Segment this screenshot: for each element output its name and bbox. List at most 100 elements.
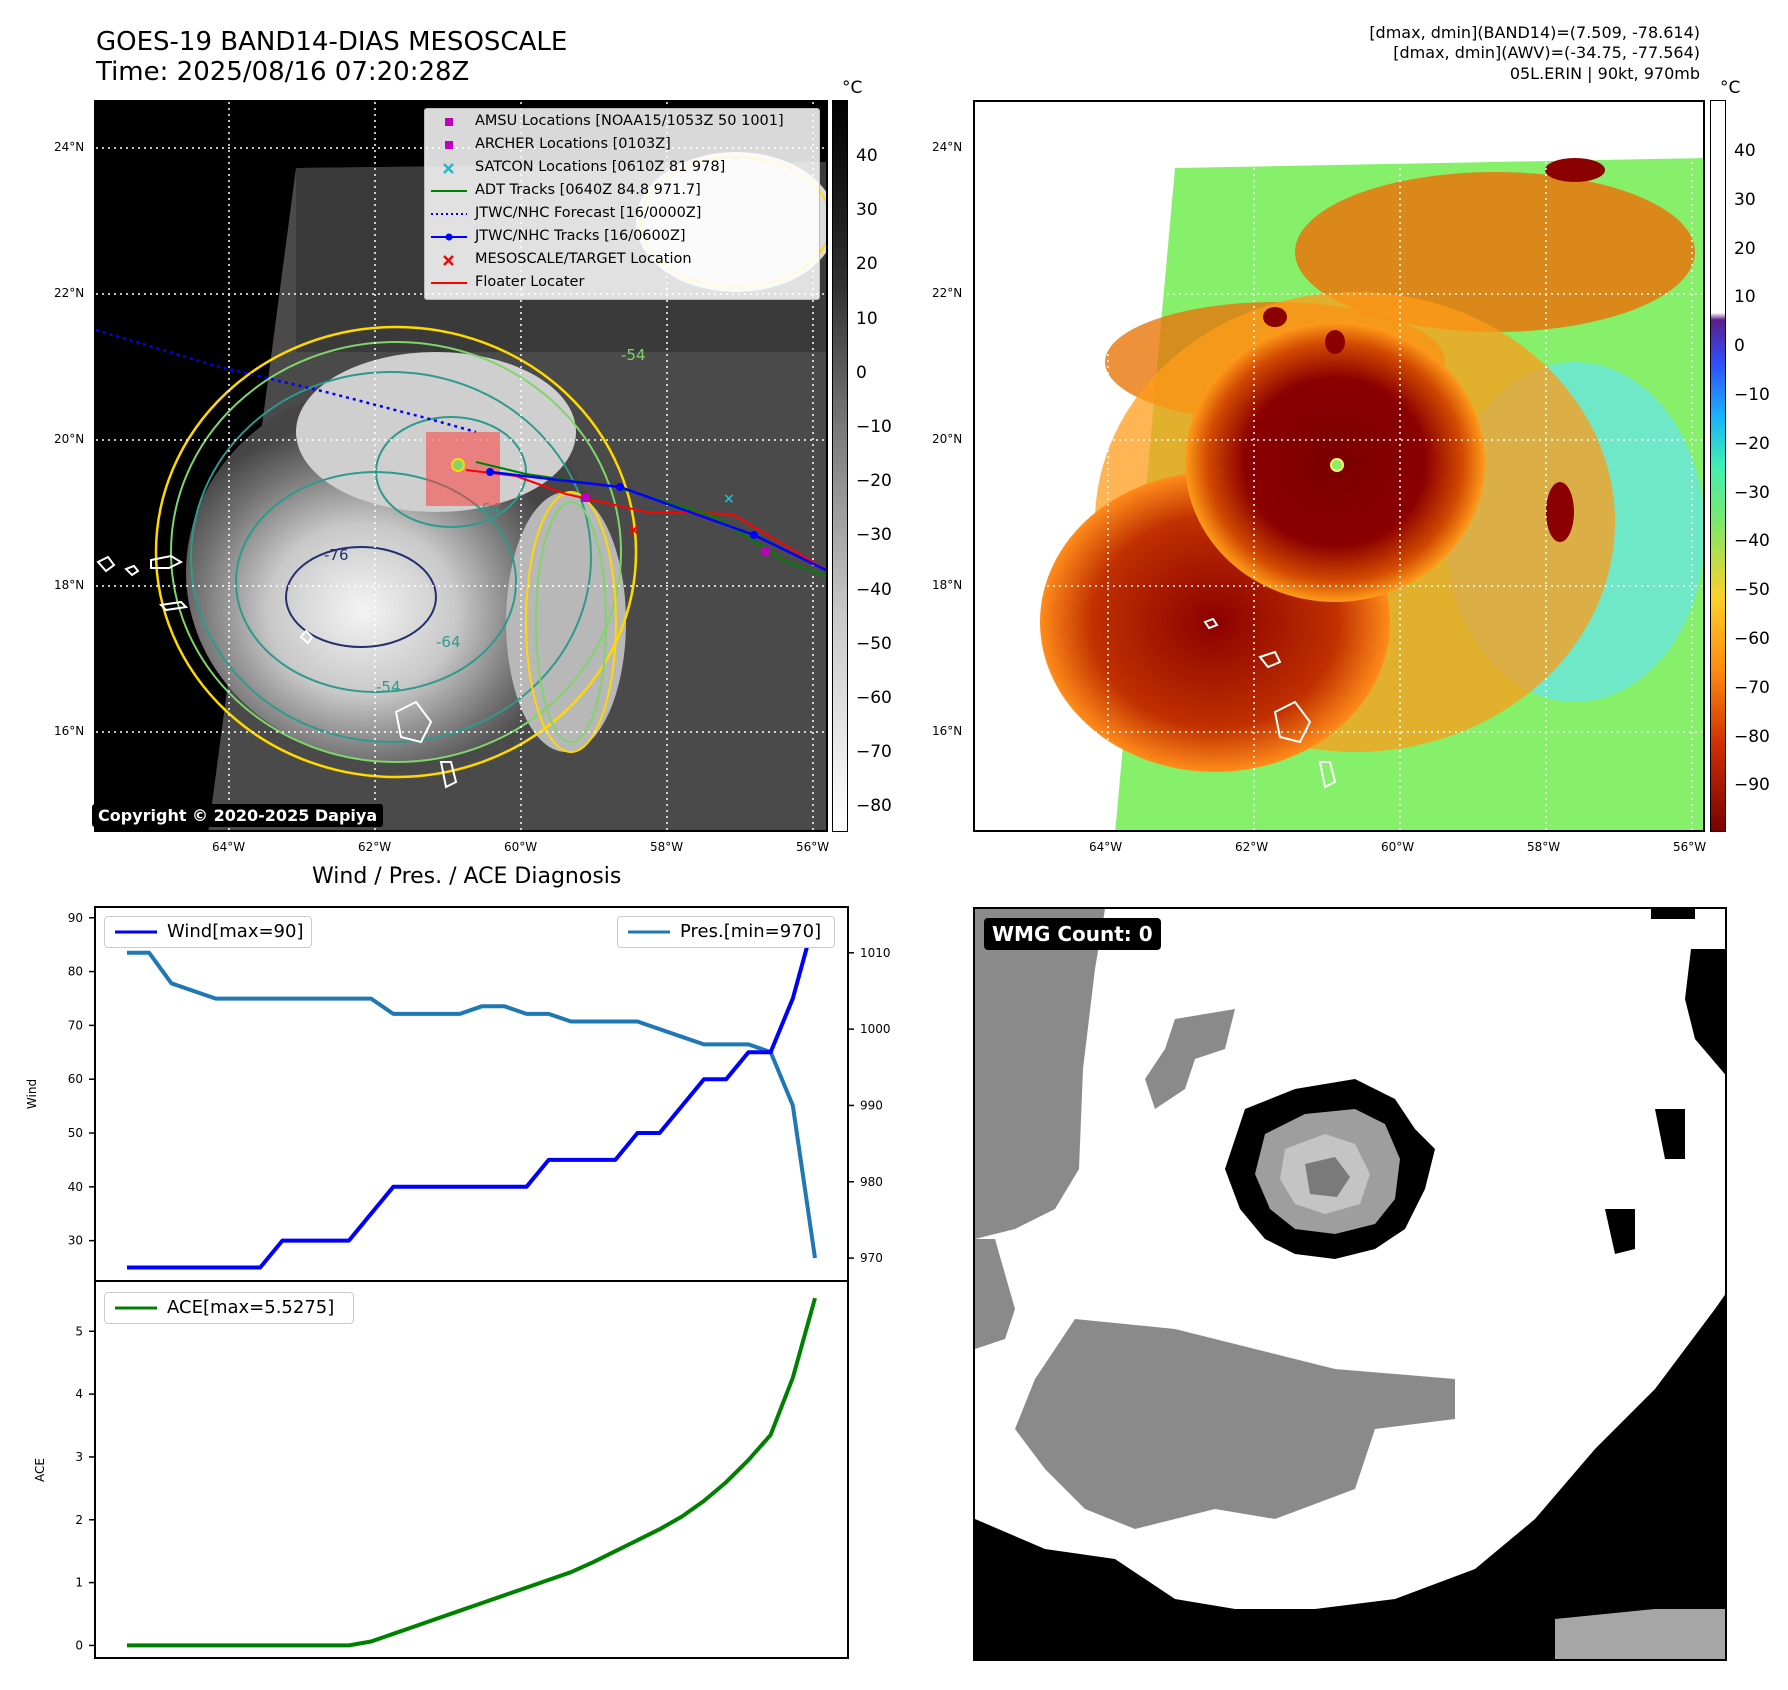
wind-ytick-label: 30 — [68, 1234, 83, 1248]
chart-title: GOES-19 BAND14-DIAS MESOSCALE — [96, 27, 568, 57]
wind-ytick-label: 90 — [68, 911, 83, 925]
coastlines — [96, 554, 458, 789]
legend-amsu: AMSU Locations [NOAA15/1053Z 50 1001] — [475, 113, 784, 129]
wind-ytick-label: 60 — [68, 1072, 83, 1086]
pressure-ytick-label: 980 — [860, 1175, 883, 1189]
wmg-count-badge: WMG Count: 0 — [984, 918, 1161, 950]
diag-title: Wind / Pres. / ACE Diagnosis — [312, 864, 622, 889]
colorbar-tick-label: −80 — [1734, 726, 1770, 747]
archer-marker — [581, 494, 589, 502]
pressure-series-line — [127, 950, 817, 1259]
track-point — [486, 468, 494, 476]
ace-ytick-label: 4 — [75, 1387, 83, 1401]
colorbar-tick-label: −20 — [856, 471, 892, 492]
lon-label: 60°W — [504, 840, 538, 854]
legend-floater: Floater Locater — [475, 274, 585, 290]
ace-series-line — [127, 1297, 817, 1648]
colorbar-tick-label: −60 — [1734, 629, 1770, 649]
adt-track — [475, 461, 826, 577]
colorbar-right-unit: °C — [1720, 78, 1741, 98]
ace-ytick-label: 5 — [75, 1324, 83, 1338]
amsu-marker — [762, 548, 770, 556]
colorbar-tick-label: −90 — [1734, 775, 1770, 796]
lon-label: 64°W — [1089, 840, 1123, 854]
wind-ytick-label: 70 — [68, 1018, 83, 1032]
ace-ytick-label: 3 — [75, 1450, 83, 1464]
lat-label: 18°N — [932, 578, 963, 592]
wmg-image — [975, 909, 1725, 1659]
lon-label: 64°W — [212, 840, 246, 854]
lon-label: 62°W — [1235, 840, 1269, 854]
legend-archer: ARCHER Locations [0103Z] — [475, 136, 671, 152]
lat-label: 22°N — [932, 286, 963, 300]
colorbar-tick-label: 40 — [1734, 141, 1756, 161]
contour-label: -54 — [376, 678, 401, 696]
wind-ytick-label: 40 — [68, 1180, 83, 1194]
colorbar-tick-label: 10 — [856, 308, 878, 329]
colorbar-left — [832, 100, 848, 832]
ace-axis-label: ACE — [33, 1458, 47, 1482]
colorbar-tick-label: −50 — [856, 633, 892, 654]
legend-satcon: SATCON Locations [0610Z 81 978] — [475, 159, 726, 175]
colorbar-tick-label: −30 — [1734, 482, 1770, 503]
colorbar-tick-label: −80 — [856, 796, 892, 817]
legend-forecast: JTWC/NHC Forecast [16/0000Z] — [475, 205, 702, 221]
colorbar-tick-label: −40 — [856, 579, 892, 600]
wind-ytick-label: 50 — [68, 1126, 83, 1140]
wind-ytick-label: 80 — [68, 965, 83, 979]
wind-legend-label: Wind[max=90] — [167, 921, 304, 942]
map-legend: AMSU Locations [NOAA15/1053Z 50 1001] AR… — [424, 108, 820, 300]
ace-axes-frame — [94, 1280, 849, 1659]
awv-eye — [1330, 458, 1344, 472]
wind-axes-frame — [94, 906, 849, 1282]
diagnosis-chart: 30 40 50 60 70 80 90 970 980 990 1000 1010 0 1 2 3 4 5 Win… — [25, 906, 891, 1659]
pressure-ytick-label: 990 — [860, 1098, 883, 1112]
colorbar-tick-label: −60 — [856, 688, 892, 708]
legend-adt: ADT Tracks [0640Z 84.8 971.7] — [475, 182, 701, 198]
colorbar-tick-label: −20 — [1734, 433, 1770, 454]
lon-label: 56°W — [796, 840, 830, 854]
colorbar-tick-label: −70 — [856, 742, 892, 763]
chart-time: Time: 2025/08/16 07:20:28Z — [96, 57, 470, 87]
colorbar-tick-label: −10 — [1734, 385, 1770, 405]
pressure-ytick-label: 1010 — [860, 946, 891, 960]
contour-label: -54 — [621, 346, 646, 364]
lon-label: 58°W — [1527, 840, 1561, 854]
pres-legend-label: Pres.[min=970] — [680, 921, 822, 942]
wind-legend: Wind[max=90] — [104, 916, 312, 948]
ir-map: -64 -64 -54 -54 -76 — [96, 102, 826, 830]
jtwc-track — [489, 470, 826, 572]
ace-ytick-label: 1 — [75, 1576, 83, 1590]
awv-gridlines — [975, 102, 1703, 830]
lon-label: 56°W — [1673, 840, 1707, 854]
colorbar-tick-label: 10 — [1734, 287, 1756, 308]
lat-label: 20°N — [932, 432, 963, 446]
ace-ytick-label: 2 — [75, 1513, 83, 1527]
colorbar-tick-label: −30 — [856, 525, 892, 546]
wmg-panel — [973, 907, 1727, 1661]
colorbar-tick-label: 30 — [856, 200, 878, 221]
colorbar-tick-label: 30 — [1734, 189, 1756, 210]
track-point — [616, 483, 624, 491]
ace-legend: ACE[max=5.5275] — [104, 1292, 354, 1324]
legend-tracks: JTWC/NHC Tracks [16/0600Z] — [475, 228, 686, 244]
legend-mesoscale: MESOSCALE/TARGET Location — [475, 251, 692, 267]
awv-coastlines — [1203, 617, 1337, 789]
colorbar-tick-label: 0 — [856, 362, 867, 383]
copyright-badge: Copyright © 2020-2025 Dapiya — [92, 804, 384, 827]
colorbar-tick-label: −40 — [1734, 531, 1770, 552]
contour-label: -64 — [436, 633, 461, 651]
colorbar-tick-label: −70 — [1734, 677, 1770, 698]
colorbar-tick-label: −10 — [856, 417, 892, 437]
lat-label: 16°N — [54, 724, 85, 738]
track-point — [750, 531, 758, 539]
colorbar-tick-label: 0 — [1734, 336, 1745, 357]
lat-label: 24°N — [932, 140, 963, 154]
colorbar-left-unit: °C — [842, 78, 863, 98]
info-band14: [dmax, dmin](BAND14)=(7.509, -78.614) — [1369, 23, 1700, 42]
pres-legend: Pres.[min=970] — [617, 916, 835, 948]
ace-legend-label: ACE[max=5.5275] — [167, 1297, 335, 1318]
info-storm: 05L.ERIN | 90kt, 970mb — [1509, 64, 1700, 83]
lat-label: 24°N — [54, 140, 85, 154]
mesoscale-target-marker: × — [627, 520, 640, 539]
